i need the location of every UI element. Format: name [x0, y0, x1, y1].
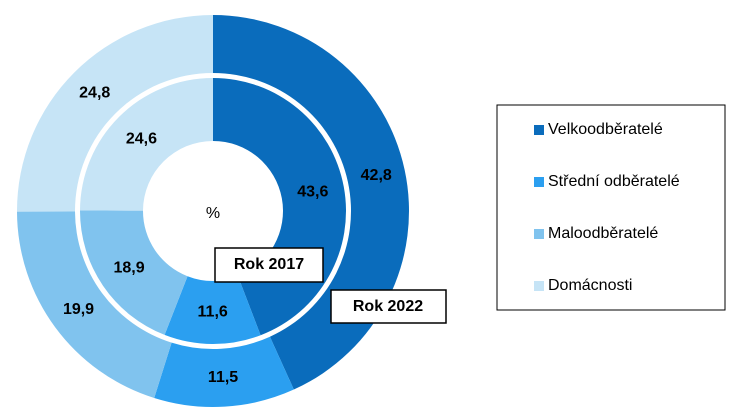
- legend-label: Domácnosti: [548, 277, 632, 294]
- legend-label: Střední odběratelé: [548, 173, 680, 190]
- donut-segment: [17, 211, 172, 398]
- center-label: %: [206, 205, 220, 222]
- data-label: 19,9: [63, 301, 94, 318]
- series-label: Rok 2022: [353, 298, 423, 315]
- donut-segment: [17, 15, 213, 212]
- data-label: 43,6: [297, 184, 328, 201]
- donut-segment: [154, 336, 294, 407]
- donut-segment: [80, 210, 188, 335]
- data-label: 18,9: [113, 259, 144, 276]
- donut-segment: [164, 276, 261, 344]
- data-label: 11,6: [198, 304, 228, 321]
- data-label: 42,8: [361, 167, 392, 184]
- legend-label: Velkoodběratelé: [548, 121, 663, 138]
- legend-swatch: [534, 125, 544, 135]
- series-box: [330, 289, 447, 324]
- legend-swatch: [534, 281, 544, 291]
- data-label: 24,6: [126, 130, 157, 147]
- legend: [496, 104, 726, 311]
- series-label: Rok 2017: [234, 256, 304, 273]
- data-label: 24,8: [79, 84, 110, 101]
- donut-segment: [80, 78, 213, 211]
- data-label: 11,5: [208, 369, 238, 386]
- series-box: [214, 247, 324, 283]
- legend-swatch: [534, 177, 544, 187]
- legend-swatch: [534, 229, 544, 239]
- legend-label: Maloodběratelé: [548, 225, 658, 242]
